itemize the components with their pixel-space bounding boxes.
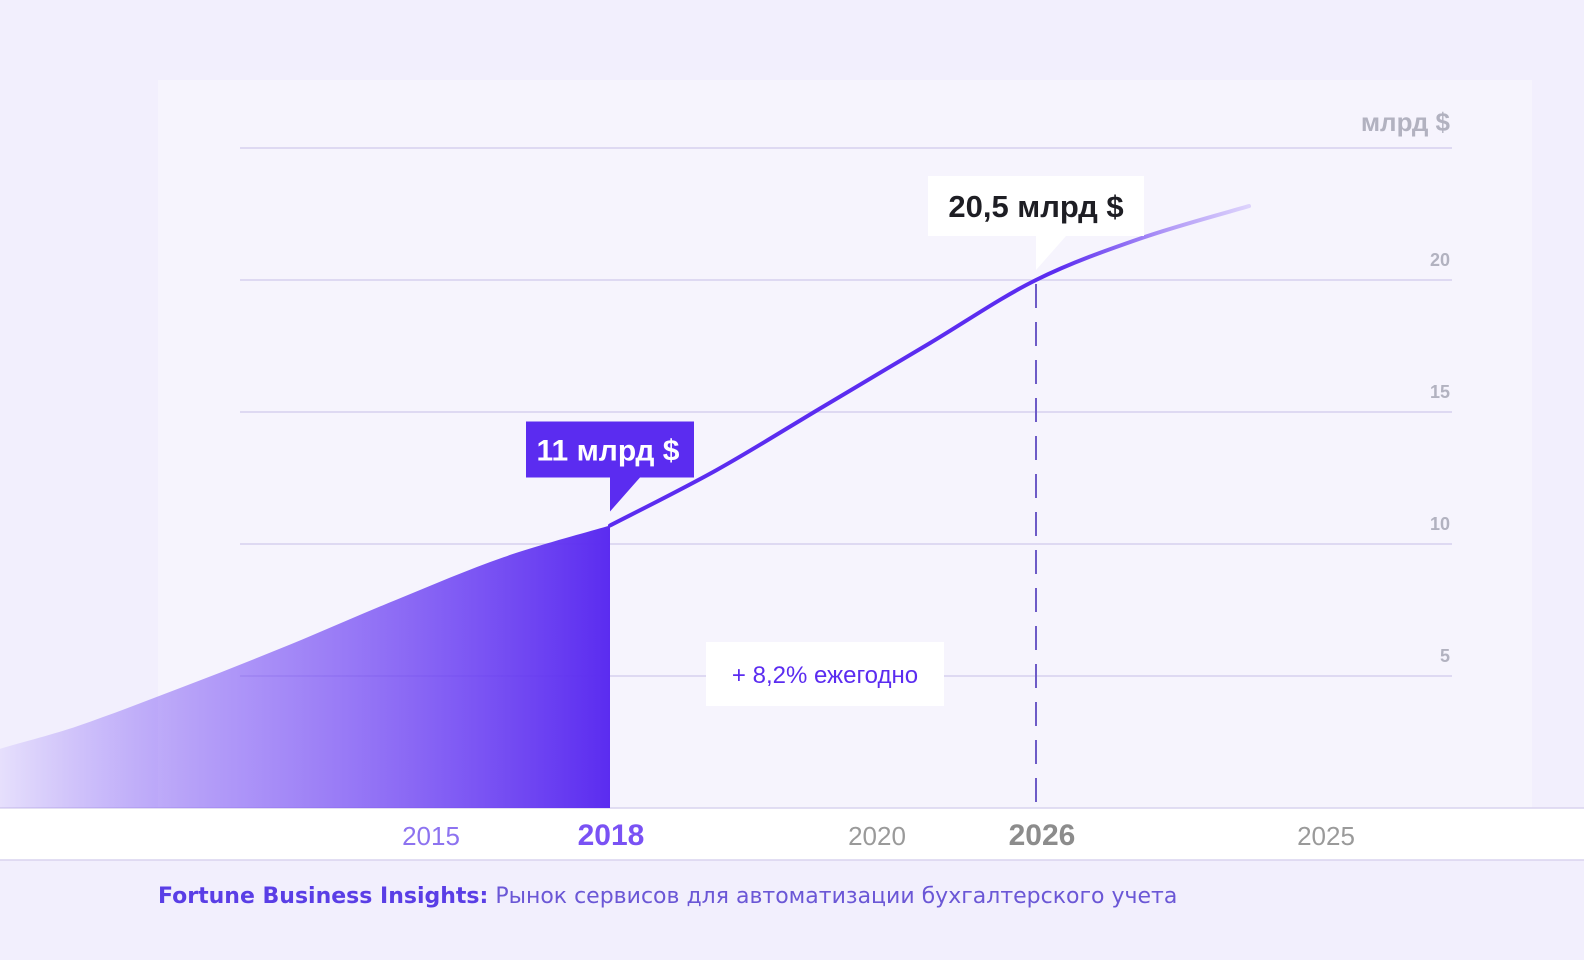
- y-tick-label: 10: [1430, 514, 1450, 534]
- callout-target-label: 20,5 млрд $: [948, 189, 1123, 224]
- source-name: Fortune Business Insights:: [158, 884, 489, 909]
- callout-2018-bubble: [526, 421, 694, 512]
- market-size-line: [608, 204, 1251, 528]
- growth-note: + 8,2% ежегодно: [706, 642, 944, 706]
- highlighted-area: [0, 525, 610, 808]
- x-tick-label-2025: 2025: [1297, 821, 1355, 851]
- x-tick-label-2020: 2020: [848, 821, 906, 851]
- callout-target-bubble: [928, 176, 1144, 270]
- x-axis-band: [0, 808, 1584, 860]
- callout-2018-label: 11 млрд $: [537, 435, 680, 468]
- callout-target-year: 20,5 млрд $: [928, 176, 1144, 270]
- x-tick-label-2026: 2026: [1009, 819, 1076, 852]
- unit-label: млрд $: [1361, 107, 1451, 137]
- source-description: Рынок сервисов для автоматизации бухгалт…: [488, 884, 1178, 909]
- y-tick-label: 15: [1430, 382, 1450, 402]
- x-tick-label-2015: 2015: [402, 821, 460, 851]
- y-tick-label: 20: [1430, 250, 1450, 270]
- growth-note-box: [706, 642, 944, 706]
- source-caption: Fortune Business Insights: Рынок сервисо…: [158, 884, 1177, 909]
- x-tick-label-2018: 2018: [578, 819, 645, 852]
- y-tick-label: 5: [1440, 646, 1450, 666]
- callout-2018: 11 млрд $: [526, 421, 694, 512]
- growth-note-text: + 8,2% ежегодно: [732, 662, 918, 689]
